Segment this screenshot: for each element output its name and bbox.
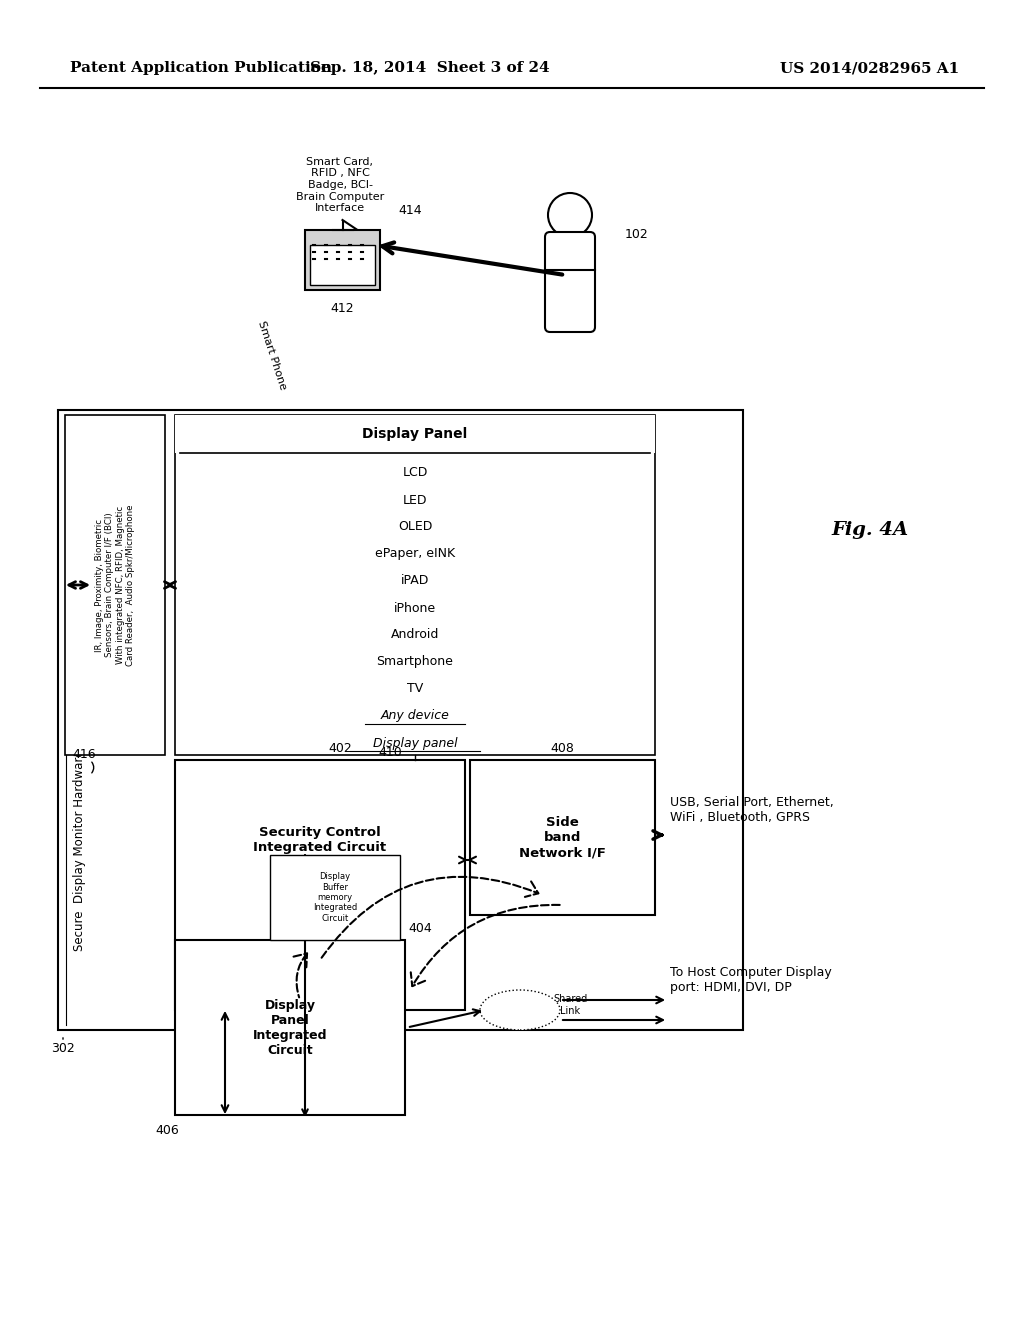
- Text: Sep. 18, 2014  Sheet 3 of 24: Sep. 18, 2014 Sheet 3 of 24: [310, 61, 550, 75]
- Bar: [175, 414, 655, 755]
- Text: Patent Application Publication: Patent Application Publication: [70, 61, 332, 75]
- Text: 414: 414: [398, 203, 422, 216]
- Text: 416: 416: [72, 748, 95, 762]
- Text: 410: 410: [378, 746, 401, 759]
- Text: OLED: OLED: [397, 520, 432, 533]
- Text: US 2014/0282965 A1: US 2014/0282965 A1: [780, 61, 959, 75]
- Text: 406: 406: [155, 1123, 179, 1137]
- Text: Any device: Any device: [381, 710, 450, 722]
- Text: To Host Computer Display
port: HDMI, DVI, DP: To Host Computer Display port: HDMI, DVI…: [670, 966, 831, 994]
- Bar: [175, 414, 655, 453]
- Text: Secure  Display Monitor Hardware: Secure Display Monitor Hardware: [74, 750, 86, 950]
- Text: Android: Android: [391, 628, 439, 642]
- Text: LCD: LCD: [402, 466, 428, 479]
- Text: 404: 404: [409, 921, 432, 935]
- Text: ePaper, eINK: ePaper, eINK: [375, 548, 455, 561]
- Text: 412: 412: [331, 301, 354, 314]
- Bar: [175, 760, 465, 1010]
- Text: Smart Phone: Smart Phone: [256, 319, 288, 391]
- Text: Display Panel: Display Panel: [362, 426, 468, 441]
- Text: Display
Panel
Integrated
Circuit: Display Panel Integrated Circuit: [253, 998, 328, 1056]
- Text: TV: TV: [407, 682, 423, 696]
- Bar: [270, 855, 400, 940]
- Text: Display panel: Display panel: [373, 737, 458, 750]
- Text: iPhone: iPhone: [394, 602, 436, 615]
- FancyArrowPatch shape: [322, 876, 539, 958]
- Text: Side
band
Network I/F: Side band Network I/F: [519, 816, 606, 859]
- FancyBboxPatch shape: [545, 232, 595, 333]
- FancyArrowPatch shape: [294, 953, 307, 998]
- FancyArrowPatch shape: [411, 906, 560, 986]
- Text: Shared
Link: Shared Link: [553, 994, 587, 1016]
- Bar: [310, 246, 375, 285]
- Text: Smart Card,
RFID , NFC
Badge, BCI-
Brain Computer
Interface: Smart Card, RFID , NFC Badge, BCI- Brain…: [296, 157, 384, 214]
- Text: 402: 402: [328, 742, 352, 755]
- Text: Smartphone: Smartphone: [377, 656, 454, 668]
- Bar: [65, 414, 165, 755]
- Text: Display
Buffer
memory
Integrated
Circuit: Display Buffer memory Integrated Circuit: [313, 873, 357, 923]
- Text: 102: 102: [625, 228, 649, 242]
- Text: USB, Serial Port, Ethernet,
WiFi , Bluetooth, GPRS: USB, Serial Port, Ethernet, WiFi , Bluet…: [670, 796, 834, 824]
- Text: Fig. 4A: Fig. 4A: [831, 521, 908, 539]
- Ellipse shape: [480, 990, 560, 1030]
- Text: 408: 408: [551, 742, 574, 755]
- Text: iPAD: iPAD: [400, 574, 429, 587]
- Bar: [58, 411, 743, 1030]
- Text: Security Control
Integrated Circuit: Security Control Integrated Circuit: [253, 826, 387, 854]
- Bar: [175, 940, 406, 1115]
- Text: 302: 302: [51, 1041, 75, 1055]
- Text: LED: LED: [402, 494, 427, 507]
- Bar: [305, 230, 380, 290]
- Text: IR, Image, Proximity, Biometric
Sensors, Brain Computer I/F (BCI)
With integrate: IR, Image, Proximity, Biometric Sensors,…: [95, 504, 135, 665]
- Bar: [470, 760, 655, 915]
